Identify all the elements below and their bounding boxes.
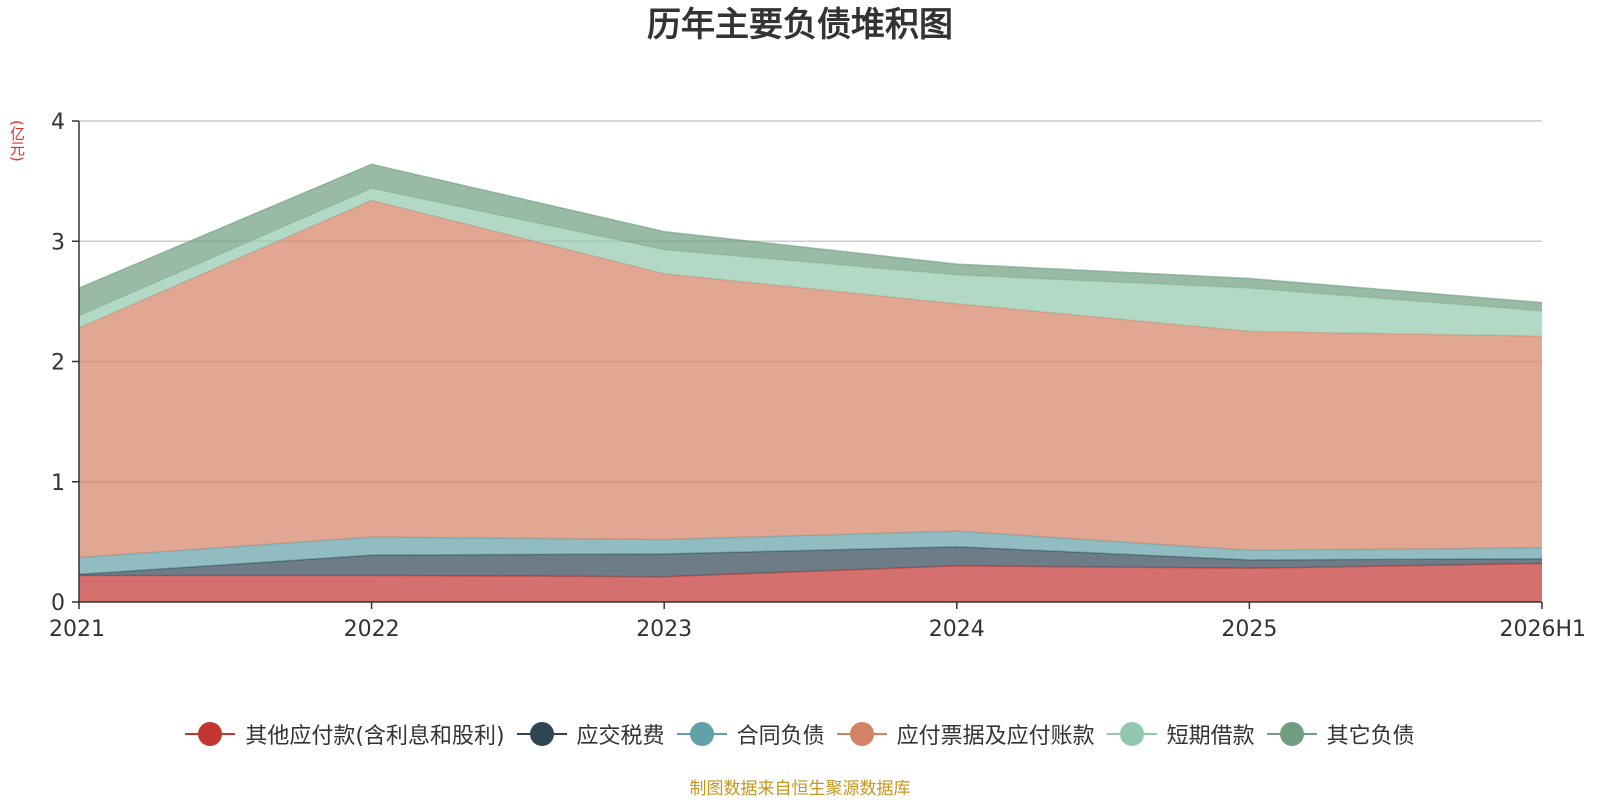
legend-dot-icon <box>198 722 223 746</box>
x-tick-label: 2022 <box>344 617 400 642</box>
chart-title: 历年主要负债堆积图 <box>647 5 953 45</box>
legend-marker-icon <box>1266 721 1317 747</box>
legend-marker-icon <box>516 721 567 747</box>
legend-marker-icon <box>1106 721 1157 747</box>
legend-label: 其他应付款(含利息和股利) <box>245 724 505 749</box>
legend-item-2[interactable]: 应交税费 <box>516 718 665 750</box>
legend-item-4[interactable]: 应付票据及应付账款 <box>836 718 1095 750</box>
legend-label: 其它负债 <box>1326 724 1415 749</box>
area-series-6-edge <box>78 163 1543 304</box>
y-tick-label: 4 <box>51 110 65 135</box>
y-axis-unit-label: (亿元) <box>8 120 26 162</box>
legend: 其他应付款(含利息和股利) 应交税费 合同负债 应付票据及应付账款 短期借款 其它负债 <box>0 718 1600 750</box>
area-series-3 <box>79 531 1542 575</box>
axes: 0 1 2 3 4 2021 2022 2023 2024 2025 2026H1 <box>49 110 1586 642</box>
legend-dot-icon <box>689 722 714 746</box>
x-tick-label: 2026H1 <box>1499 617 1586 642</box>
legend-marker-icon <box>185 721 236 747</box>
legend-label: 应付票据及应付账款 <box>896 724 1095 749</box>
stacked-area-chart: 0 1 2 3 4 2021 2022 2023 2024 2025 2026H1 <box>49 110 1586 642</box>
area-series-group <box>78 163 1543 602</box>
area-series-2 <box>79 546 1542 577</box>
y-tick-label: 1 <box>51 471 65 496</box>
legend-marker-icon <box>836 721 887 747</box>
x-tick-label: 2024 <box>929 617 985 642</box>
y-tick-label: 2 <box>51 351 65 376</box>
source-note: 制图数据来自恒生聚源数据库 <box>689 779 911 799</box>
x-tick-label: 2023 <box>636 617 692 642</box>
legend-item-3[interactable]: 合同负债 <box>676 718 825 750</box>
y-tick-label: 3 <box>51 230 65 255</box>
legend-label: 应交税费 <box>576 724 665 749</box>
legend-dot-icon <box>529 722 554 746</box>
x-tick-label: 2025 <box>1221 617 1277 642</box>
area-series-1 <box>79 563 1542 602</box>
legend-dot-icon <box>1279 722 1304 746</box>
x-tick-label: 2021 <box>49 617 105 642</box>
legend-dot-icon <box>849 722 874 746</box>
legend-item-5[interactable]: 短期借款 <box>1106 718 1255 750</box>
legend-marker-icon <box>676 721 727 747</box>
legend-label: 短期借款 <box>1166 724 1255 749</box>
legend-item-6[interactable]: 其它负债 <box>1266 718 1415 750</box>
legend-item-1[interactable]: 其他应付款(含利息和股利) <box>185 718 505 750</box>
y-tick-label: 0 <box>51 591 65 616</box>
legend-dot-icon <box>1119 722 1144 746</box>
area-series-4 <box>79 200 1542 558</box>
legend-label: 合同负债 <box>736 724 825 749</box>
area-series-5 <box>79 188 1542 337</box>
area-series-6 <box>79 164 1542 316</box>
